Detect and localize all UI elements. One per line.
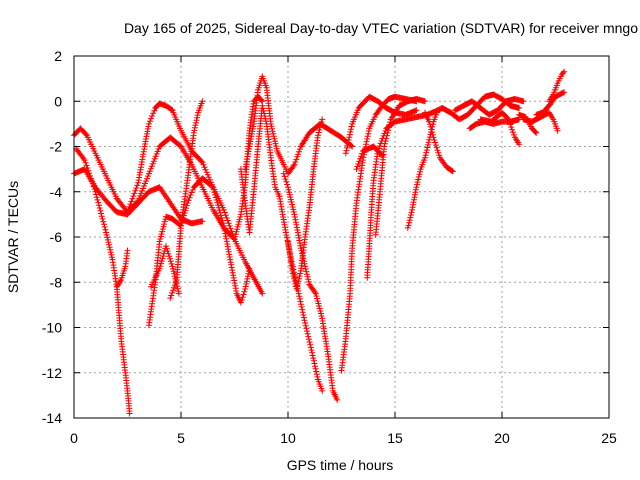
axis-ticks xyxy=(73,55,610,419)
series-arc-29 xyxy=(546,68,568,105)
data-point-markers xyxy=(113,247,131,290)
data-point-markers xyxy=(342,93,420,157)
data-point-markers xyxy=(516,111,540,136)
data-point-markers xyxy=(404,105,446,231)
y-tick-label: 0 xyxy=(54,93,62,109)
series-arc-13 xyxy=(280,170,341,403)
data-point-markers xyxy=(167,175,266,302)
y-tick-label: -6 xyxy=(50,229,63,245)
data-point-markers xyxy=(237,102,283,236)
data-point-markers xyxy=(242,73,356,177)
data-point-markers xyxy=(124,100,176,216)
y-tick-label: -2 xyxy=(50,139,63,155)
data-point-markers xyxy=(477,109,523,148)
series-arc-8 xyxy=(167,175,266,302)
series-arc-21 xyxy=(404,105,446,231)
x-axis-label: GPS time / hours xyxy=(287,457,394,473)
data-points xyxy=(71,68,568,417)
data-point-markers xyxy=(338,93,420,374)
series-arc-26 xyxy=(477,109,523,148)
data-point-markers xyxy=(422,109,456,175)
y-tick-label: -8 xyxy=(50,274,63,290)
data-point-markers xyxy=(276,193,326,394)
data-point-markers xyxy=(73,145,133,417)
data-point-markers xyxy=(285,116,326,292)
series-arc-20 xyxy=(372,96,428,238)
chart-title: Day 165 of 2025, Sidereal Day-to-day VTE… xyxy=(124,20,638,36)
y-tick-label: -10 xyxy=(42,320,62,336)
y-tick-label: -12 xyxy=(42,365,62,381)
data-point-markers xyxy=(280,170,341,403)
series-arc-6 xyxy=(169,107,253,306)
x-tick-label: 10 xyxy=(280,430,296,446)
series-arc-2 xyxy=(113,247,131,290)
data-point-markers xyxy=(546,68,568,105)
data-point-markers xyxy=(533,89,568,118)
data-point-markers xyxy=(364,107,441,281)
series-arc-11 xyxy=(237,102,283,236)
series-arc-28 xyxy=(533,89,568,118)
y-tick-label: -14 xyxy=(42,410,62,426)
data-point-markers xyxy=(169,107,253,306)
tick-labels: 0 5 10 15 20 25 -14 -12 -10 -8 -6 -4 -2 0 2 xyxy=(42,48,617,446)
series-arc-22 xyxy=(422,109,456,175)
x-tick-label: 0 xyxy=(70,430,78,446)
series-arc-12 xyxy=(242,73,356,177)
x-tick-label: 25 xyxy=(601,430,617,446)
y-axis-label: SDTVAR / TECUs xyxy=(5,181,21,293)
data-point-markers xyxy=(372,96,428,238)
data-point-markers xyxy=(148,243,182,297)
series-arc-14 xyxy=(276,193,326,394)
y-tick-label: -4 xyxy=(50,184,63,200)
x-tick-label: 20 xyxy=(494,430,510,446)
series-arc-16 xyxy=(338,93,420,374)
series-arc-24 xyxy=(451,96,527,118)
series-arc-1 xyxy=(73,145,133,417)
series-arc-30 xyxy=(516,111,540,136)
data-point-markers xyxy=(451,96,527,118)
y-tick-label: 2 xyxy=(54,48,62,64)
x-tick-label: 15 xyxy=(387,430,403,446)
series-arc-17 xyxy=(342,93,420,157)
series-arc-9 xyxy=(148,243,182,297)
series-arc-5 xyxy=(124,100,176,216)
x-tick-label: 5 xyxy=(177,430,185,446)
series-arc-15 xyxy=(285,116,326,292)
series-arc-19 xyxy=(364,107,441,281)
